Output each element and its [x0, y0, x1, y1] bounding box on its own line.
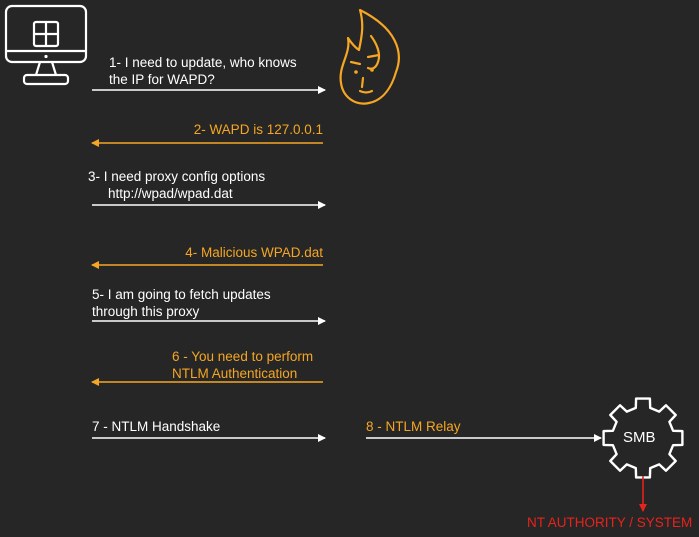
fire-face-icon: [339, 8, 400, 105]
step1-label: 1- I need to update, who knows the IP for…: [109, 55, 297, 87]
smb-label: SMB: [623, 429, 656, 446]
windows-monitor-icon: [4, 4, 88, 86]
step2-label: 2- WAPD is 127.0.0.1: [193, 122, 323, 137]
step4-label: 4- Malicious WPAD.dat: [185, 245, 323, 260]
gear-icon: [602, 397, 684, 479]
step5-label: 5- I am going to fetch updates through th…: [92, 287, 271, 319]
nt-authority-label: NT AUTHORITY / SYSTEM: [527, 515, 693, 530]
step7-label: 7 - NTLM Handshake: [92, 419, 221, 434]
step8-label: 8 - NTLM Relay: [366, 419, 461, 434]
step3-label: 3- I need proxy config options http://wpa…: [88, 169, 266, 201]
step6-label: 6 - You need to perform NTLM Authenticati…: [172, 349, 314, 381]
